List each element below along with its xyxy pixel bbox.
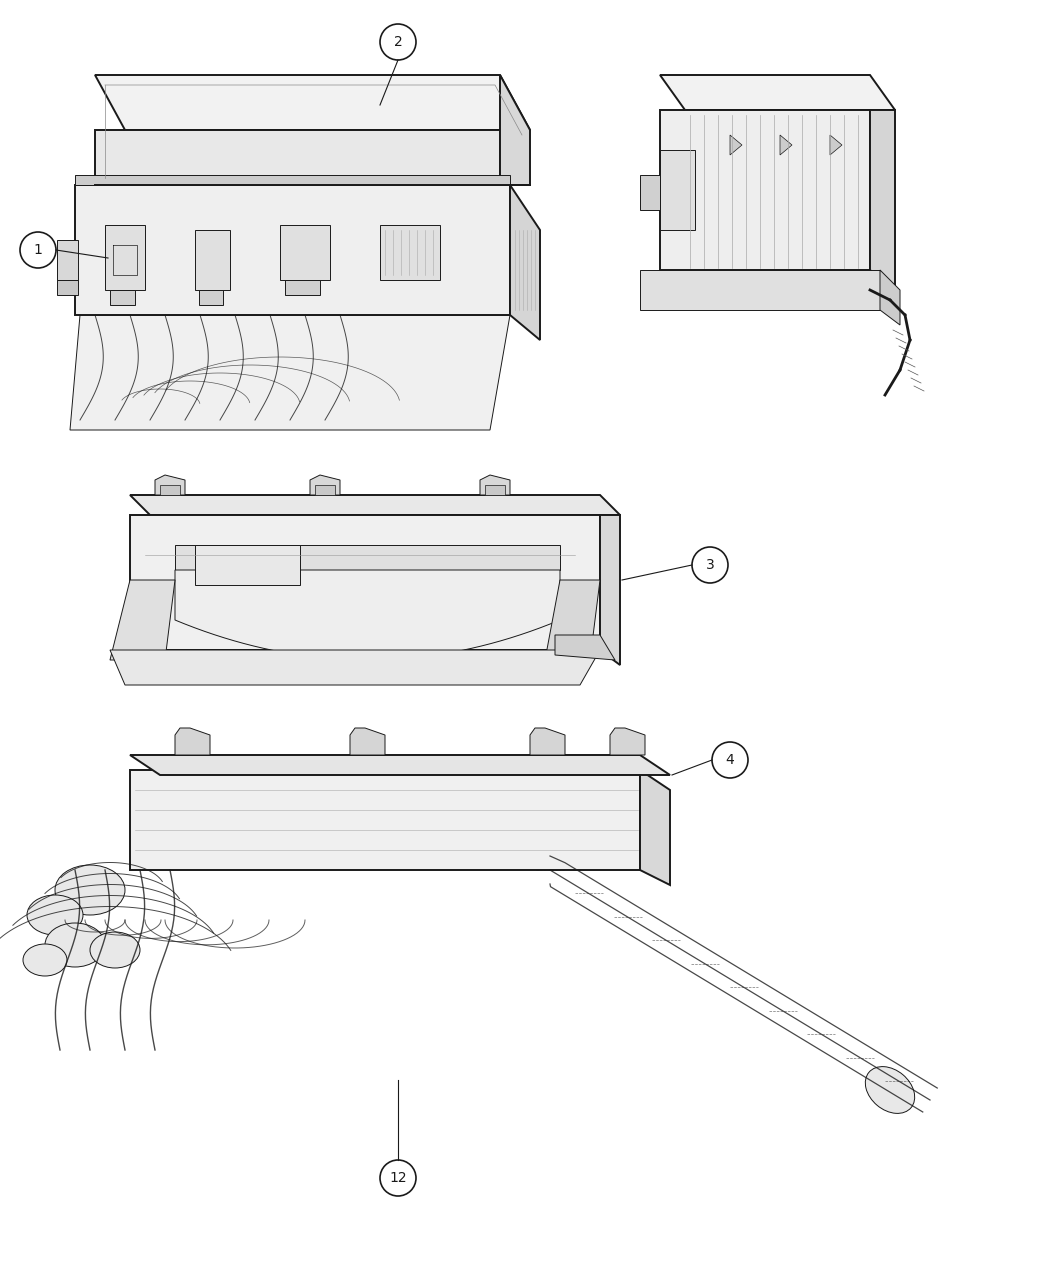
Polygon shape — [195, 544, 300, 585]
Polygon shape — [870, 110, 895, 289]
Polygon shape — [510, 185, 540, 340]
Polygon shape — [380, 224, 440, 280]
Polygon shape — [530, 728, 565, 755]
Ellipse shape — [90, 932, 140, 968]
Polygon shape — [160, 484, 180, 495]
Polygon shape — [285, 280, 320, 295]
Polygon shape — [57, 280, 78, 295]
Polygon shape — [75, 185, 510, 315]
Polygon shape — [640, 770, 670, 885]
Polygon shape — [830, 135, 842, 156]
Polygon shape — [70, 315, 510, 430]
Polygon shape — [660, 75, 895, 110]
Polygon shape — [280, 224, 330, 280]
Polygon shape — [880, 270, 900, 325]
Ellipse shape — [45, 923, 105, 966]
Polygon shape — [175, 544, 560, 570]
Polygon shape — [200, 289, 223, 305]
Ellipse shape — [27, 895, 83, 935]
Ellipse shape — [865, 1067, 915, 1113]
Polygon shape — [640, 175, 660, 210]
Polygon shape — [94, 75, 530, 130]
Text: 3: 3 — [706, 558, 714, 572]
Text: 1: 1 — [34, 244, 42, 258]
Circle shape — [262, 812, 278, 827]
Polygon shape — [600, 515, 620, 666]
Polygon shape — [110, 580, 175, 660]
Text: 2: 2 — [394, 34, 402, 48]
Polygon shape — [500, 75, 530, 185]
Text: 4: 4 — [726, 754, 734, 768]
Polygon shape — [105, 224, 145, 289]
Polygon shape — [660, 150, 695, 230]
Polygon shape — [485, 484, 505, 495]
Polygon shape — [610, 728, 645, 755]
Circle shape — [254, 805, 286, 836]
Polygon shape — [130, 515, 600, 650]
Polygon shape — [110, 289, 135, 305]
Polygon shape — [75, 175, 510, 185]
Polygon shape — [155, 476, 185, 495]
Polygon shape — [130, 495, 620, 515]
Text: 12: 12 — [390, 1170, 406, 1184]
Polygon shape — [780, 135, 792, 156]
Circle shape — [434, 805, 466, 836]
Polygon shape — [130, 755, 670, 775]
Polygon shape — [640, 270, 880, 310]
Polygon shape — [110, 650, 600, 685]
Polygon shape — [555, 635, 615, 660]
Polygon shape — [94, 130, 500, 185]
Ellipse shape — [23, 944, 67, 975]
Polygon shape — [730, 135, 742, 156]
Polygon shape — [315, 484, 335, 495]
Polygon shape — [130, 770, 640, 870]
Polygon shape — [310, 476, 340, 495]
Polygon shape — [660, 110, 870, 270]
Polygon shape — [57, 240, 78, 280]
Circle shape — [442, 812, 458, 827]
Polygon shape — [195, 230, 230, 289]
Ellipse shape — [55, 864, 125, 915]
Polygon shape — [350, 728, 385, 755]
Polygon shape — [175, 570, 560, 660]
Polygon shape — [545, 580, 600, 660]
Polygon shape — [480, 476, 510, 495]
Polygon shape — [175, 728, 210, 755]
